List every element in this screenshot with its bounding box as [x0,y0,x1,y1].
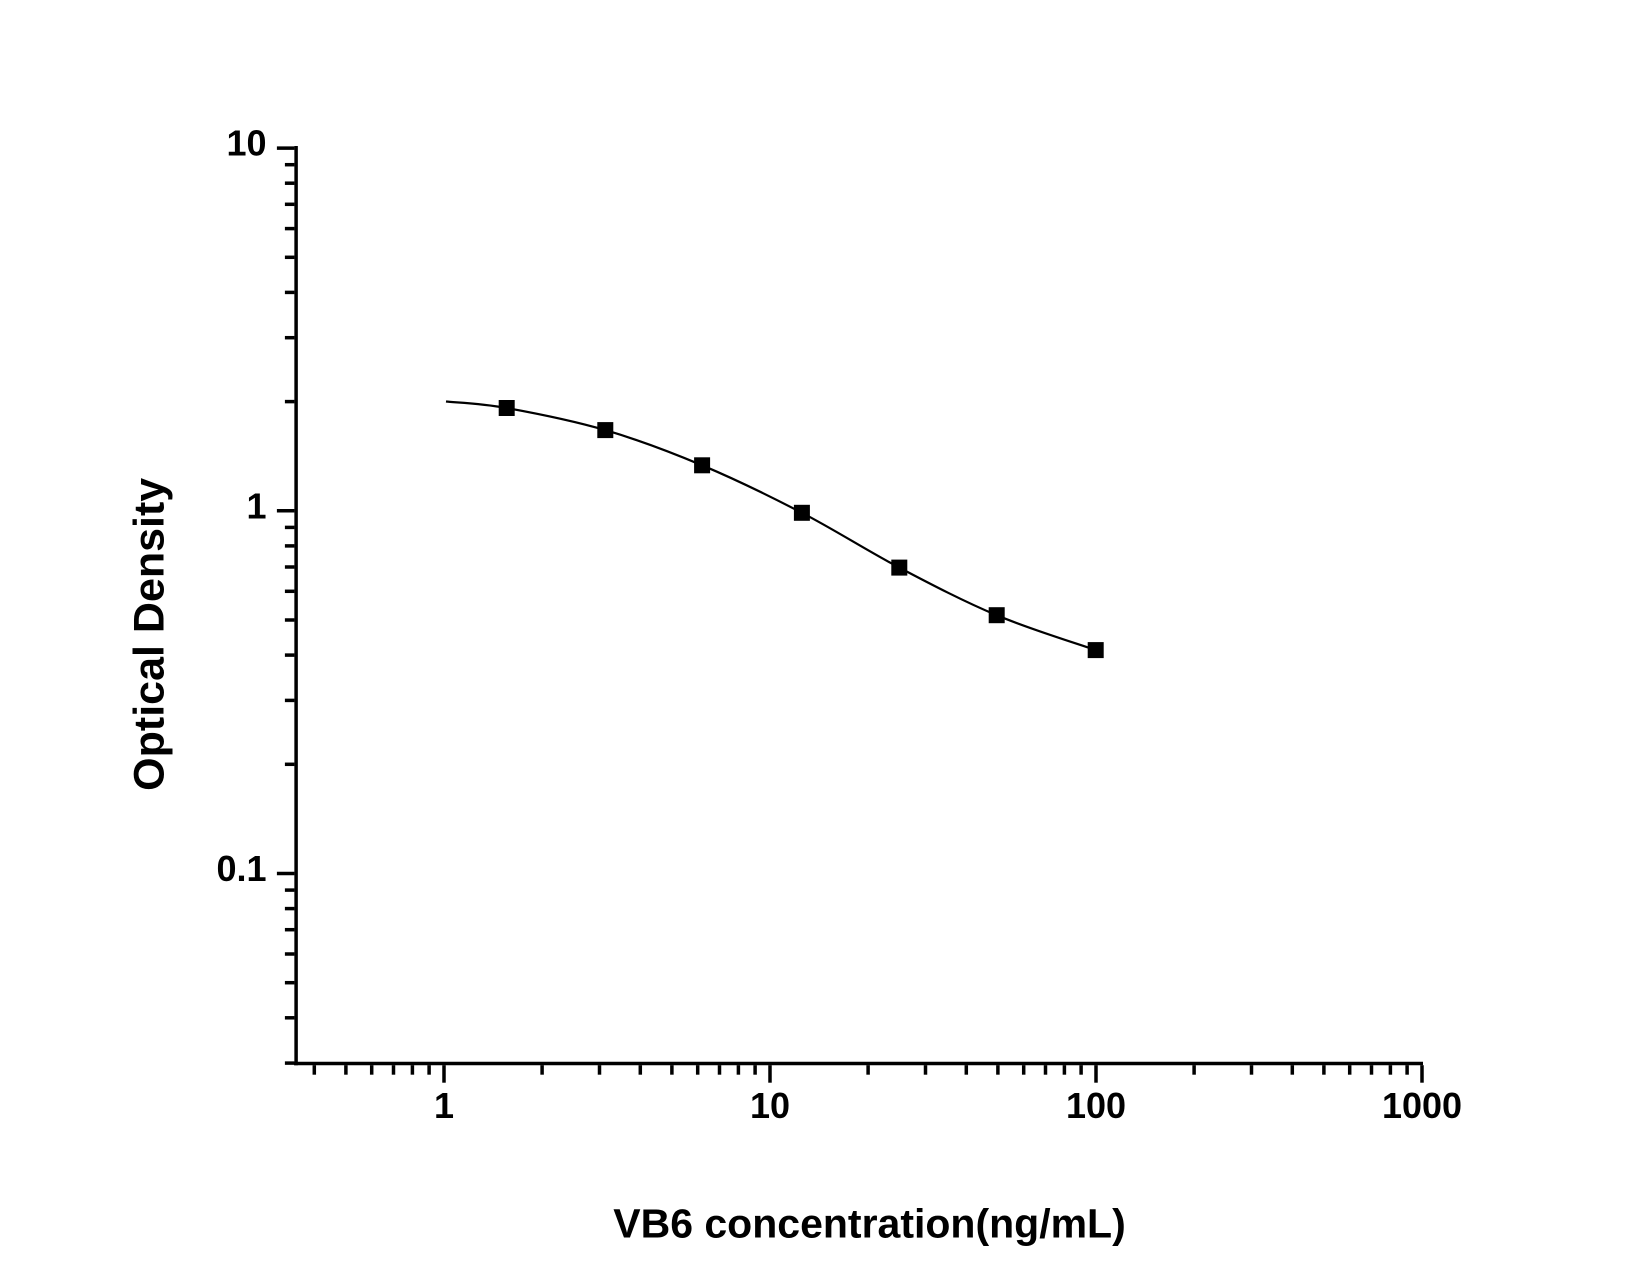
svg-text:1000: 1000 [1382,1085,1462,1126]
svg-text:0.1: 0.1 [216,848,266,889]
svg-text:1: 1 [246,485,266,526]
svg-text:10: 10 [750,1085,790,1126]
svg-text:10: 10 [226,123,266,164]
svg-text:VB6 concentration(ng/mL): VB6 concentration(ng/mL) [613,1201,1126,1247]
svg-text:Optical Density: Optical Density [126,478,174,791]
svg-text:100: 100 [1066,1085,1126,1126]
svg-text:1: 1 [434,1085,454,1126]
